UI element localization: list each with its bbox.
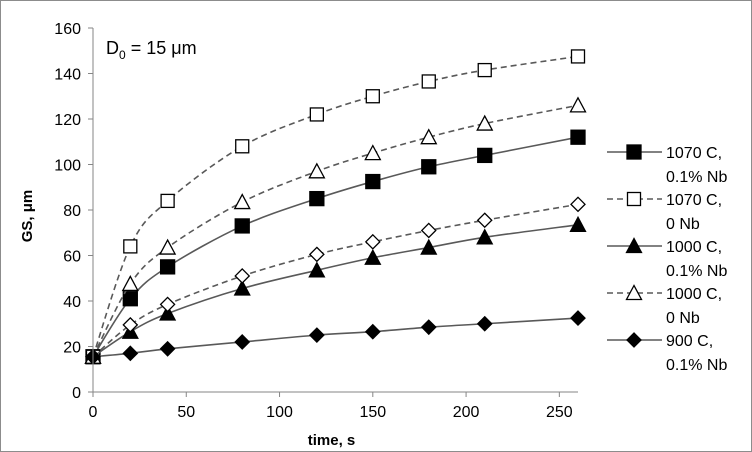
data-point bbox=[476, 212, 493, 229]
data-point bbox=[364, 248, 382, 265]
data-point bbox=[420, 222, 437, 239]
legend-entry-0: 1070 C, 0.1% Nb bbox=[607, 144, 727, 186]
series-line bbox=[92, 203, 579, 358]
data-point bbox=[365, 173, 381, 190]
data-point bbox=[477, 147, 493, 164]
series-line bbox=[92, 104, 579, 358]
data-point bbox=[476, 228, 494, 245]
data-point bbox=[309, 107, 324, 122]
data-point bbox=[364, 144, 382, 161]
y-tick-label: 60 bbox=[63, 249, 81, 266]
data-point bbox=[159, 304, 177, 321]
x-tick-label: 250 bbox=[546, 404, 573, 421]
legend-label-line1: 1070 C, bbox=[666, 145, 722, 162]
plot-area bbox=[84, 49, 587, 365]
data-point bbox=[159, 340, 176, 357]
data-point bbox=[570, 310, 586, 326]
legend-label-line1: 900 C, bbox=[666, 333, 713, 350]
data-point bbox=[569, 96, 587, 113]
y-tick-label: 100 bbox=[54, 158, 81, 175]
x-tick-label: 0 bbox=[89, 404, 98, 421]
data-point bbox=[476, 114, 494, 131]
y-tick-label: 80 bbox=[63, 203, 81, 220]
legend-entry-2: 1000 C, 0.1% Nb bbox=[607, 237, 727, 280]
data-point bbox=[365, 89, 380, 104]
data-point bbox=[421, 74, 436, 89]
x-axis-title: time, s bbox=[308, 432, 356, 449]
y-tick-label: 140 bbox=[54, 67, 81, 84]
data-point bbox=[159, 238, 177, 255]
data-point bbox=[159, 296, 176, 313]
data-point bbox=[308, 327, 325, 344]
data-point bbox=[476, 315, 493, 332]
y-tick-label: 0 bbox=[72, 385, 81, 402]
data-point bbox=[123, 239, 138, 254]
data-point bbox=[308, 261, 326, 278]
data-point bbox=[234, 268, 251, 284]
data-point bbox=[420, 238, 438, 255]
legend-label-line1: 1070 C, bbox=[666, 192, 722, 209]
data-point bbox=[121, 275, 139, 292]
data-point bbox=[122, 291, 138, 307]
series-3 bbox=[84, 96, 587, 364]
y-tick-label: 20 bbox=[63, 340, 81, 357]
y-tick-label: 120 bbox=[54, 112, 81, 129]
data-point bbox=[159, 259, 176, 275]
data-point bbox=[420, 128, 438, 145]
legend-entry-5: 900 C, 0.1% Nb bbox=[607, 332, 727, 374]
legend-label-line2: 0.1% Nb bbox=[666, 169, 727, 186]
legend-label-line2: 0.1% Nb bbox=[666, 263, 727, 280]
legend-entry-3: 1000 C, 0 Nb bbox=[607, 284, 722, 327]
legend-marker bbox=[626, 191, 642, 207]
annotation-text: D0 = 15 μm bbox=[106, 38, 197, 62]
data-point bbox=[364, 323, 381, 340]
x-tick-label: 200 bbox=[453, 404, 480, 421]
legend-marker bbox=[626, 144, 642, 160]
x-tick-label: 150 bbox=[359, 404, 386, 421]
legend-marker bbox=[626, 332, 642, 348]
series-2 bbox=[84, 215, 587, 364]
series-0 bbox=[85, 129, 586, 365]
series-4 bbox=[85, 196, 586, 365]
data-point bbox=[308, 162, 326, 179]
data-point bbox=[122, 345, 139, 362]
data-point bbox=[570, 196, 586, 213]
data-point bbox=[569, 215, 587, 232]
legend-label-line2: 0.1% Nb bbox=[666, 357, 727, 374]
y-axis-title: GS, μm bbox=[19, 190, 36, 243]
data-point bbox=[235, 139, 250, 154]
data-point bbox=[570, 49, 586, 64]
legend-label-line1: 1000 C, bbox=[666, 239, 722, 256]
data-point bbox=[308, 246, 325, 263]
data-point bbox=[421, 159, 437, 175]
x-tick-label: 50 bbox=[177, 404, 195, 421]
data-point bbox=[477, 62, 492, 78]
y-tick-label: 160 bbox=[54, 21, 81, 38]
legend-entry-1: 1070 C, 0 Nb bbox=[607, 191, 722, 233]
axes: 0 20 40 60 80 100 120 140 160 0 50 100 150 200 250 time… bbox=[19, 21, 578, 449]
data-point bbox=[233, 279, 251, 296]
legend-label-line1: 1000 C, bbox=[666, 286, 722, 303]
legend-label-line2: 0 Nb bbox=[666, 216, 700, 233]
data-point bbox=[234, 218, 250, 234]
data-point bbox=[160, 193, 175, 209]
data-point bbox=[122, 316, 139, 333]
data-point bbox=[234, 334, 251, 350]
legend-marker bbox=[625, 237, 643, 254]
data-point bbox=[309, 190, 325, 207]
series-line bbox=[92, 55, 579, 357]
data-point bbox=[420, 319, 437, 336]
x-tick-label: 100 bbox=[266, 404, 293, 421]
data-point bbox=[233, 193, 251, 210]
data-point bbox=[364, 233, 381, 250]
y-tick-label: 40 bbox=[63, 294, 81, 311]
legend-marker bbox=[625, 284, 643, 301]
legend-label-line2: 0 Nb bbox=[666, 310, 700, 327]
data-point bbox=[570, 129, 586, 145]
